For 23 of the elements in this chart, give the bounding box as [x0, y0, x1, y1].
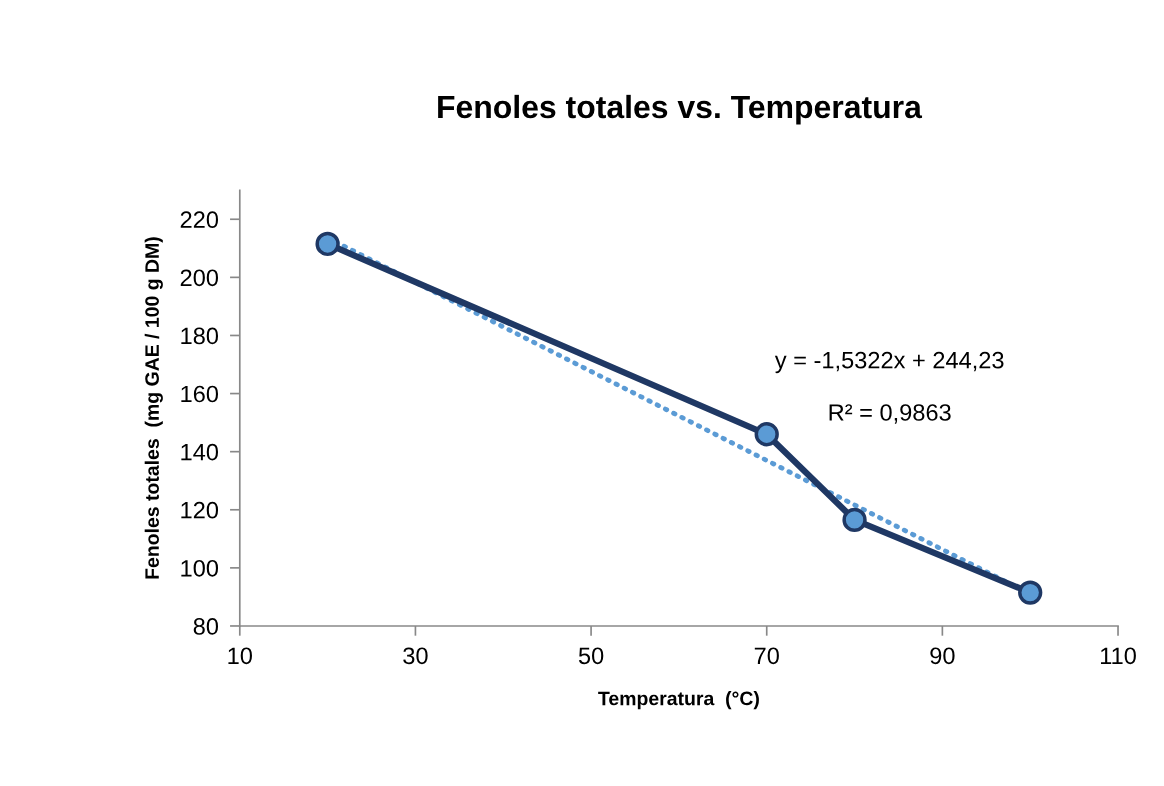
y-axis-title: Fenoles totales (mg GAE / 100 g DM) — [144, 237, 163, 579]
y-tick-label: 80 — [193, 618, 219, 635]
y-tick-label: 200 — [180, 269, 219, 287]
y-tick-label: 120 — [181, 501, 219, 519]
x-tick-label: 30 — [403, 647, 428, 665]
point — [754, 422, 779, 447]
x-tick-label: 90 — [930, 647, 955, 665]
y-tick-label: 180 — [181, 327, 219, 345]
y-tick-label: 140 — [181, 443, 219, 461]
x-tick-label: 70 — [754, 647, 779, 665]
x-tick-label: 10 — [228, 647, 252, 665]
point — [842, 507, 867, 533]
x-tick-label: 50 — [578, 647, 604, 665]
annotation: R² = 0,9863 — [829, 404, 951, 424]
y-tick-label: 160 — [181, 385, 219, 403]
x-tick-label: 110 — [1101, 647, 1136, 665]
point — [315, 231, 340, 257]
point — [1018, 580, 1043, 605]
x-axis-title: Temperatura (°C) — [598, 691, 759, 710]
y-tick-label: 100 — [181, 559, 219, 577]
chart-title: Fenoles totales vs. Temperatura — [438, 94, 923, 125]
annotation: y = -1,5322x + 244,23 — [774, 351, 1004, 374]
y-tick-label: 220 — [180, 211, 219, 229]
